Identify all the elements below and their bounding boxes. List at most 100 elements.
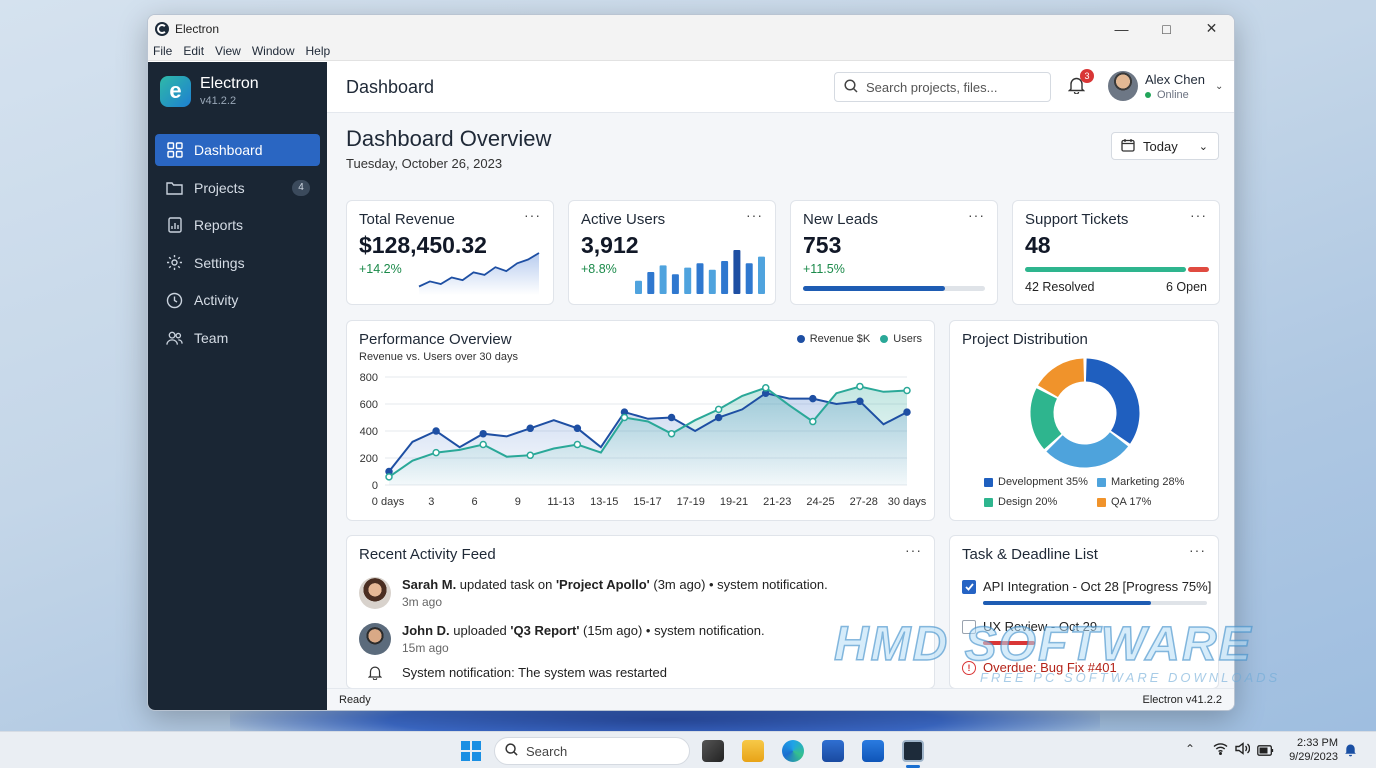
legend-marketing-label: Marketing 28%	[1111, 476, 1185, 488]
title-bar: Electron — □ ✕	[148, 15, 1234, 42]
search-input[interactable]: Search projects, files...	[834, 72, 1051, 102]
file-explorer-icon[interactable]	[742, 740, 764, 762]
window-title: Electron	[175, 21, 220, 36]
menu-window[interactable]: Window	[251, 44, 295, 58]
notification-count-badge: 3	[1080, 69, 1094, 83]
users-bar	[721, 261, 729, 294]
electron-logo-icon: e	[160, 75, 191, 107]
more-options-icon[interactable]: ···	[905, 542, 922, 558]
kpi-change: +8.8%	[581, 262, 617, 276]
sidebar-item-projects[interactable]: Projects 4	[155, 172, 320, 204]
tickets-resolved-label: 42 Resolved	[1025, 280, 1095, 294]
sidebar-nav: Dashboard Projects 4 Reports Settings	[148, 134, 327, 354]
menu-edit[interactable]: Edit	[183, 44, 205, 58]
revenue-sparkline	[418, 252, 540, 295]
projects-count-badge: 4	[292, 179, 310, 196]
users-bar	[708, 269, 716, 294]
list-item[interactable]: System notification: The system was rest…	[359, 665, 667, 680]
close-icon[interactable]: ✕	[1205, 20, 1218, 36]
legend-qa-swatch	[1097, 497, 1106, 507]
performance-title: Performance Overview	[359, 331, 512, 348]
leads-progress-bar	[803, 286, 985, 291]
y-tick-label: 600	[360, 399, 378, 411]
more-options-icon[interactable]: ···	[1189, 542, 1206, 558]
x-tick-label: 15-17	[633, 496, 661, 508]
minimize-icon[interactable]: —	[1114, 20, 1129, 37]
users-bar	[635, 280, 642, 294]
menu-file[interactable]: File	[153, 44, 173, 58]
task-label: Overdue: Bug Fix #401	[983, 660, 1117, 675]
legend-users-swatch	[880, 335, 889, 343]
task-checkbox-checked[interactable]	[962, 579, 976, 594]
sidebar-item-team[interactable]: Team	[155, 322, 320, 354]
menu-help[interactable]: Help	[305, 44, 331, 58]
legend-qa-label: QA 17%	[1111, 496, 1152, 508]
more-options-icon[interactable]: ···	[968, 207, 985, 223]
performance-chart: 0 200 400 600 800 0 days 3 6 9 11-13 13-15 15-17 17-…	[360, 372, 927, 508]
more-options-icon[interactable]: ···	[1190, 207, 1207, 223]
bell-icon	[359, 665, 391, 680]
more-options-icon[interactable]: ···	[524, 207, 541, 223]
feed-time: 3m ago	[402, 595, 443, 609]
task-checkbox[interactable]	[962, 619, 976, 634]
kpi-card-leads: New Leads ··· 753 +11.5%	[790, 200, 998, 305]
taskbar-search[interactable]: Search	[494, 737, 690, 765]
notification-bell-icon[interactable]	[1344, 742, 1357, 762]
maximize-icon[interactable]: □	[1162, 20, 1171, 37]
revenue-data-point	[714, 413, 723, 422]
activity-feed-card: Recent Activity Feed ··· Sarah M. update…	[346, 535, 935, 689]
users-data-point	[479, 440, 487, 449]
mail-icon[interactable]	[862, 740, 884, 762]
wifi-icon[interactable]	[1213, 742, 1228, 760]
list-item[interactable]: John D. uploaded 'Q3 Report' (15m ago) •…	[359, 623, 765, 655]
gear-icon	[166, 254, 183, 271]
task-item[interactable]: UX Review - Oct 29	[962, 619, 1097, 634]
windows-start-icon[interactable]	[461, 741, 481, 761]
edge-browser-icon[interactable]	[782, 740, 804, 762]
x-tick-label: 21-23	[763, 496, 791, 508]
donut-slice-qa	[1038, 358, 1085, 398]
system-clock[interactable]: 2:33 PM 9/29/2023	[1284, 736, 1338, 764]
sidebar-item-dashboard[interactable]: Dashboard	[155, 134, 320, 166]
list-item[interactable]: Sarah M. updated task on 'Project Apollo…	[359, 577, 828, 609]
users-data-point	[385, 473, 393, 481]
task-list-card: Task & Deadline List ··· API Integration…	[949, 535, 1219, 689]
store-icon[interactable]	[822, 740, 844, 762]
chevron-up-icon[interactable]: ⌃	[1185, 742, 1196, 756]
x-tick-label: 3	[428, 496, 434, 508]
app-logo: e Electron v41.2.2	[148, 62, 327, 107]
more-options-icon[interactable]: ···	[746, 207, 763, 223]
users-series-area	[389, 386, 907, 485]
task-item-overdue[interactable]: ! Overdue: Bug Fix #401	[962, 660, 1117, 675]
sidebar-item-reports[interactable]: Reports	[155, 209, 320, 241]
legend-marketing-swatch	[1097, 477, 1106, 487]
y-tick-label: 0	[372, 480, 378, 492]
sidebar-item-label: Activity	[194, 292, 239, 308]
sidebar-item-label: Reports	[194, 217, 244, 233]
distribution-title: Project Distribution	[962, 331, 1088, 348]
user-status: Online	[1157, 88, 1189, 101]
date-range-dropdown[interactable]: Today ⌄	[1111, 132, 1219, 160]
bell-icon	[1067, 77, 1086, 98]
y-tick-label: 200	[360, 453, 378, 465]
menu-view[interactable]: View	[215, 44, 241, 58]
overview-title: Dashboard Overview	[346, 126, 552, 151]
activity-feed-title: Recent Activity Feed	[359, 546, 496, 563]
sidebar-item-settings[interactable]: Settings	[155, 247, 320, 279]
feed-action: uploaded	[449, 623, 511, 638]
volume-icon[interactable]	[1235, 742, 1251, 760]
electron-taskbar-icon[interactable]	[902, 740, 924, 762]
legend-qa: QA 17%	[1097, 496, 1151, 508]
revenue-sparkline-line	[418, 252, 540, 288]
users-data-point	[809, 417, 817, 426]
battery-icon[interactable]	[1257, 743, 1274, 761]
users-data-point	[620, 413, 629, 422]
electron-app-icon	[155, 21, 169, 36]
user-menu[interactable]: Alex Chen Online ⌄	[1108, 71, 1223, 101]
notifications-button[interactable]: 3	[1067, 69, 1094, 99]
task-view-icon[interactable]	[702, 740, 724, 762]
sidebar-item-activity[interactable]: Activity	[155, 284, 320, 316]
task-item[interactable]: API Integration - Oct 28 [Progress 75%]	[962, 579, 1211, 594]
distribution-card: Project Distribution Development 35% Mar…	[949, 320, 1219, 521]
task-progress-fill	[983, 601, 1151, 605]
